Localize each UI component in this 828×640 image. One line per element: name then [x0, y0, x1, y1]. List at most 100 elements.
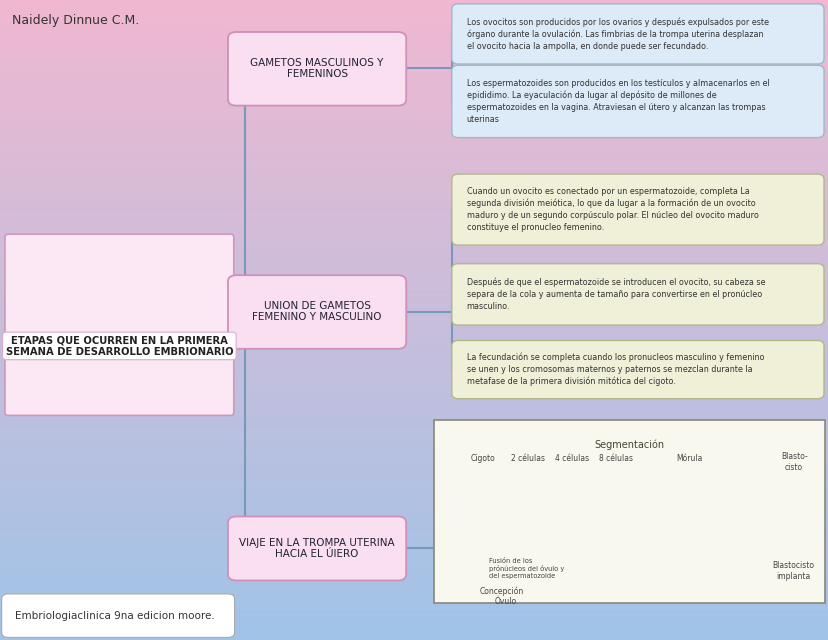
- Bar: [0, 591, 828, 593]
- Bar: [0, 497, 828, 499]
- Bar: [0, 299, 828, 301]
- Text: Los ovocitos son producidos por los ovarios y después expulsados por este
órgano: Los ovocitos son producidos por los ovar…: [466, 17, 768, 51]
- Bar: [0, 224, 828, 226]
- Bar: [0, 476, 828, 478]
- Bar: [0, 499, 828, 501]
- Bar: [0, 367, 828, 369]
- Bar: [0, 75, 828, 77]
- Bar: [0, 194, 828, 196]
- Bar: [0, 134, 828, 136]
- Bar: [0, 371, 828, 373]
- Bar: [0, 424, 828, 427]
- Bar: [0, 589, 828, 591]
- Bar: [0, 429, 828, 431]
- Text: Mórula: Mórula: [676, 454, 702, 463]
- Bar: [0, 506, 828, 508]
- Bar: [0, 66, 828, 68]
- Bar: [0, 412, 828, 414]
- Bar: [0, 322, 828, 324]
- Bar: [0, 625, 828, 627]
- Bar: [0, 354, 828, 356]
- Bar: [0, 444, 828, 446]
- Bar: [0, 51, 828, 53]
- Bar: [0, 484, 828, 486]
- Bar: [0, 13, 828, 15]
- Bar: [0, 294, 828, 296]
- Bar: [0, 514, 828, 516]
- Bar: [0, 226, 828, 228]
- Bar: [0, 181, 828, 184]
- Bar: [0, 356, 828, 358]
- FancyBboxPatch shape: [228, 516, 406, 580]
- Bar: [0, 168, 828, 171]
- Text: Embriologiaclinica 9na edicion moore.: Embriologiaclinica 9na edicion moore.: [15, 611, 214, 621]
- Bar: [0, 26, 828, 28]
- Bar: [0, 395, 828, 397]
- Bar: [0, 179, 828, 181]
- Bar: [0, 222, 828, 224]
- Bar: [0, 164, 828, 166]
- Text: Los espermatozoides son producidos en los testículos y almacenarlos en el
epidid: Los espermatozoides son producidos en lo…: [466, 79, 768, 124]
- Bar: [0, 324, 828, 326]
- Bar: [0, 117, 828, 120]
- Bar: [0, 4, 828, 6]
- Bar: [0, 561, 828, 563]
- Bar: [0, 410, 828, 412]
- Bar: [0, 312, 828, 314]
- Bar: [0, 149, 828, 152]
- Bar: [0, 548, 828, 550]
- Bar: [0, 341, 828, 344]
- Bar: [0, 576, 828, 578]
- Bar: [0, 595, 828, 597]
- Bar: [0, 196, 828, 198]
- Text: ETAPAS QUE OCURREN EN LA PRIMERA
SEMANA DE DESARROLLO EMBRIONARIO: ETAPAS QUE OCURREN EN LA PRIMERA SEMANA …: [6, 335, 233, 356]
- Bar: [0, 418, 828, 420]
- Bar: [0, 190, 828, 192]
- Bar: [0, 241, 828, 243]
- Bar: [0, 437, 828, 440]
- Bar: [0, 15, 828, 17]
- Bar: [0, 491, 828, 493]
- Bar: [0, 68, 828, 70]
- Bar: [0, 574, 828, 576]
- Bar: [0, 636, 828, 638]
- Bar: [0, 228, 828, 230]
- Bar: [0, 627, 828, 629]
- Bar: [0, 282, 828, 284]
- Bar: [0, 254, 828, 256]
- Bar: [0, 527, 828, 529]
- Bar: [0, 578, 828, 580]
- Bar: [0, 36, 828, 38]
- Bar: [0, 478, 828, 480]
- Bar: [0, 220, 828, 222]
- Bar: [0, 21, 828, 24]
- Bar: [0, 186, 828, 188]
- Bar: [0, 303, 828, 305]
- Bar: [0, 632, 828, 634]
- Bar: [0, 40, 828, 43]
- Bar: [0, 488, 828, 491]
- Bar: [0, 32, 828, 34]
- Bar: [0, 38, 828, 40]
- Bar: [0, 145, 828, 147]
- Bar: [0, 328, 828, 331]
- Text: La fecundación se completa cuando los pronucleos masculino y femenino
se unen y : La fecundación se completa cuando los pr…: [466, 353, 763, 386]
- Bar: [0, 540, 828, 542]
- Bar: [0, 292, 828, 294]
- Bar: [0, 198, 828, 200]
- FancyBboxPatch shape: [451, 340, 823, 399]
- Bar: [0, 405, 828, 408]
- Bar: [0, 28, 828, 30]
- FancyBboxPatch shape: [451, 264, 823, 325]
- Bar: [0, 397, 828, 399]
- Bar: [0, 269, 828, 271]
- Bar: [0, 392, 828, 395]
- Bar: [0, 120, 828, 122]
- Bar: [0, 384, 828, 386]
- Bar: [0, 72, 828, 75]
- Bar: [0, 211, 828, 213]
- Bar: [0, 414, 828, 416]
- Bar: [0, 132, 828, 134]
- Bar: [0, 508, 828, 510]
- Bar: [0, 107, 828, 109]
